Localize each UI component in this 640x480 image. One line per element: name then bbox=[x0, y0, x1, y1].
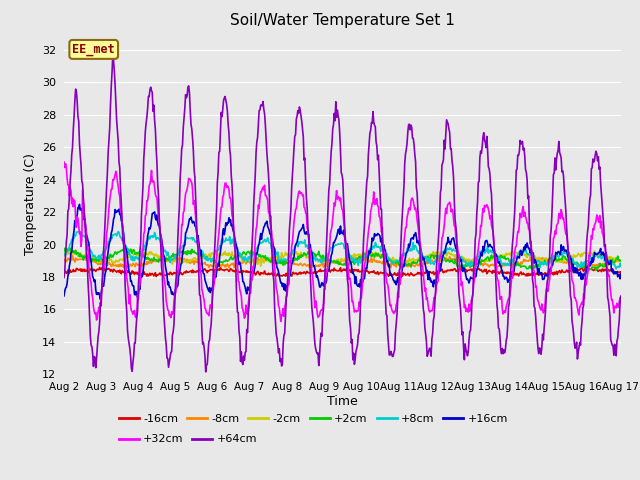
+32cm bbox=[127, 308, 135, 313]
+32cm bbox=[60, 159, 68, 165]
+16cm bbox=[60, 293, 68, 299]
-2cm bbox=[128, 255, 136, 261]
+8cm bbox=[70, 235, 78, 241]
+32cm bbox=[428, 308, 435, 313]
+16cm bbox=[428, 278, 436, 284]
-16cm bbox=[412, 272, 419, 277]
-16cm bbox=[152, 274, 160, 279]
-16cm bbox=[70, 269, 78, 275]
+32cm bbox=[617, 294, 625, 300]
+2cm bbox=[428, 252, 435, 258]
+64cm bbox=[109, 52, 116, 58]
+8cm bbox=[617, 264, 625, 269]
+64cm bbox=[617, 293, 625, 299]
-16cm bbox=[96, 264, 104, 270]
-8cm bbox=[186, 260, 193, 266]
-16cm bbox=[128, 268, 136, 274]
-2cm bbox=[617, 257, 625, 263]
-8cm bbox=[215, 262, 223, 268]
Line: +8cm: +8cm bbox=[64, 231, 621, 269]
+8cm bbox=[185, 236, 193, 241]
+2cm bbox=[128, 251, 136, 256]
-16cm bbox=[428, 270, 436, 276]
+2cm bbox=[60, 248, 68, 254]
Line: -2cm: -2cm bbox=[64, 251, 621, 266]
+16cm bbox=[617, 271, 625, 276]
Legend: +32cm, +64cm: +32cm, +64cm bbox=[114, 430, 262, 449]
-2cm bbox=[185, 257, 193, 263]
+64cm bbox=[412, 159, 419, 165]
-8cm bbox=[412, 263, 419, 268]
Y-axis label: Temperature (C): Temperature (C) bbox=[24, 153, 36, 255]
+2cm bbox=[71, 250, 79, 256]
-16cm bbox=[215, 266, 223, 272]
+2cm bbox=[185, 251, 193, 256]
+8cm bbox=[214, 247, 222, 253]
+16cm bbox=[215, 264, 223, 269]
Line: -8cm: -8cm bbox=[64, 255, 621, 268]
Line: +32cm: +32cm bbox=[64, 162, 621, 322]
Line: -16cm: -16cm bbox=[64, 267, 621, 276]
-2cm bbox=[70, 251, 78, 257]
X-axis label: Time: Time bbox=[327, 395, 358, 408]
Title: Soil/Water Temperature Set 1: Soil/Water Temperature Set 1 bbox=[230, 13, 455, 28]
+64cm bbox=[185, 83, 193, 89]
+8cm bbox=[115, 228, 122, 234]
+8cm bbox=[428, 261, 435, 266]
-8cm bbox=[123, 265, 131, 271]
Text: EE_met: EE_met bbox=[72, 43, 115, 56]
+16cm bbox=[186, 216, 193, 222]
+32cm bbox=[411, 206, 419, 212]
-8cm bbox=[68, 252, 76, 258]
+32cm bbox=[214, 246, 221, 252]
+2cm bbox=[67, 245, 74, 251]
+2cm bbox=[214, 261, 222, 266]
+64cm bbox=[202, 369, 209, 375]
+32cm bbox=[277, 319, 285, 324]
+8cm bbox=[612, 266, 620, 272]
+8cm bbox=[411, 242, 419, 248]
-2cm bbox=[428, 255, 436, 261]
+64cm bbox=[428, 336, 436, 342]
-2cm bbox=[60, 253, 68, 259]
+64cm bbox=[215, 149, 223, 155]
+32cm bbox=[70, 197, 78, 203]
+16cm bbox=[76, 202, 83, 207]
-8cm bbox=[129, 260, 137, 266]
-8cm bbox=[60, 257, 68, 263]
Line: +64cm: +64cm bbox=[64, 55, 621, 372]
+16cm bbox=[97, 297, 104, 302]
+16cm bbox=[412, 230, 419, 236]
-2cm bbox=[412, 257, 419, 263]
-2cm bbox=[214, 252, 222, 258]
+2cm bbox=[617, 258, 625, 264]
-8cm bbox=[617, 259, 625, 264]
-16cm bbox=[60, 270, 68, 276]
-16cm bbox=[186, 269, 193, 275]
+64cm bbox=[128, 369, 136, 374]
-16cm bbox=[617, 269, 625, 275]
+64cm bbox=[60, 275, 68, 280]
-2cm bbox=[71, 248, 79, 253]
-2cm bbox=[257, 263, 264, 269]
Line: +2cm: +2cm bbox=[64, 248, 621, 270]
+64cm bbox=[70, 114, 78, 120]
+8cm bbox=[128, 254, 136, 260]
+2cm bbox=[592, 267, 600, 273]
+8cm bbox=[60, 251, 68, 256]
+16cm bbox=[70, 228, 78, 233]
Line: +16cm: +16cm bbox=[64, 204, 621, 300]
-8cm bbox=[428, 257, 436, 263]
+16cm bbox=[129, 283, 137, 289]
-8cm bbox=[71, 259, 79, 265]
+32cm bbox=[184, 182, 192, 188]
+2cm bbox=[411, 260, 419, 266]
